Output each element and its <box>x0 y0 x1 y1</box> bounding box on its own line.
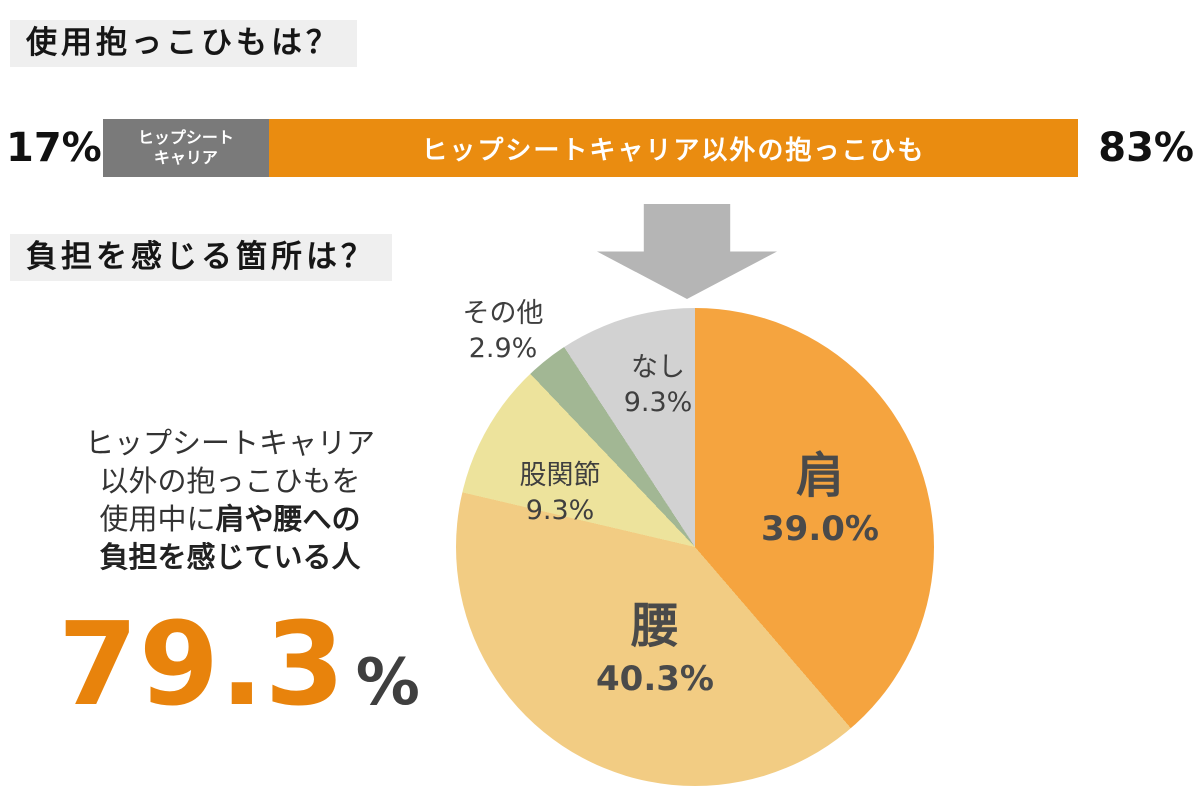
bar-value-left: 17% <box>6 125 102 171</box>
bar-track: ヒップシート キャリア ヒップシートキャリア以外の抱っこひも <box>103 119 1078 177</box>
annotation-line-3-bold: 肩や腰への <box>215 502 361 536</box>
bar-segment-hipseat-label-line1: ヒップシート <box>137 128 234 147</box>
pie-label-none: なし 9.3% <box>598 350 718 420</box>
annotation-line-3: 使用中に肩や腰への <box>40 500 420 538</box>
down-arrow-icon <box>597 204 777 299</box>
pie-label-waist-name: 腰 <box>630 598 679 654</box>
pie-label-none-value: 9.3% <box>623 387 693 419</box>
pie-label-waist-value: 40.3% <box>596 658 714 699</box>
highlight-stat-unit: % <box>355 646 420 720</box>
pie-label-hip-joint: 股関節 9.3% <box>485 458 635 528</box>
pie-label-other: その他 2.9% <box>438 296 568 366</box>
annotation-line-1: ヒップシートキャリア <box>84 426 375 460</box>
pie-label-shoulder-value: 39.0% <box>761 508 879 549</box>
pie-label-shoulder-name: 肩 <box>795 448 844 504</box>
highlight-stat: 79.3% <box>58 608 420 723</box>
pie-label-other-name: その他 <box>462 298 544 329</box>
section-title-burden-location: 負担を感じる箇所は？ <box>10 234 392 281</box>
bar-segment-hipseat-label-line2: キャリア <box>153 148 218 167</box>
carrier-ratio-bar-chart: 17% ヒップシート キャリア ヒップシートキャリア以外の抱っこひも 83% <box>6 118 1194 178</box>
bar-segment-other-label: ヒップシートキャリア以外の抱っこひも <box>421 135 926 166</box>
pie-chart <box>456 308 934 786</box>
pie-annotation-text: ヒップシートキャリア 以外の抱っこひもを 使用中に肩や腰への 負担を感じている人 <box>40 424 420 576</box>
bar-segment-other-carriers: ヒップシートキャリア以外の抱っこひも <box>268 119 1078 177</box>
annotation-line-2: 以外の抱っこひもを <box>99 464 361 498</box>
pie-label-none-name: なし <box>631 352 685 383</box>
annotation-line-3-normal: 使用中に <box>99 502 216 536</box>
pie-label-hip-joint-value: 9.3% <box>525 495 595 527</box>
pie-label-shoulder: 肩 39.0% <box>740 450 900 549</box>
highlight-stat-value: 79.3 <box>58 598 346 732</box>
bar-value-right: 83% <box>1098 125 1194 171</box>
bar-segment-hipseat-label: ヒップシート キャリア <box>138 128 234 168</box>
bar-segment-hipseat-carrier: ヒップシート キャリア <box>103 119 269 177</box>
annotation-line-4: 負担を感じている人 <box>99 540 361 574</box>
section-title-used-carrier: 使用抱っこひもは？ <box>10 20 357 67</box>
pie-label-waist: 腰 40.3% <box>570 600 740 699</box>
pie-label-hip-joint-name: 股関節 <box>519 460 601 491</box>
pie-label-other-value: 2.9% <box>468 333 538 365</box>
